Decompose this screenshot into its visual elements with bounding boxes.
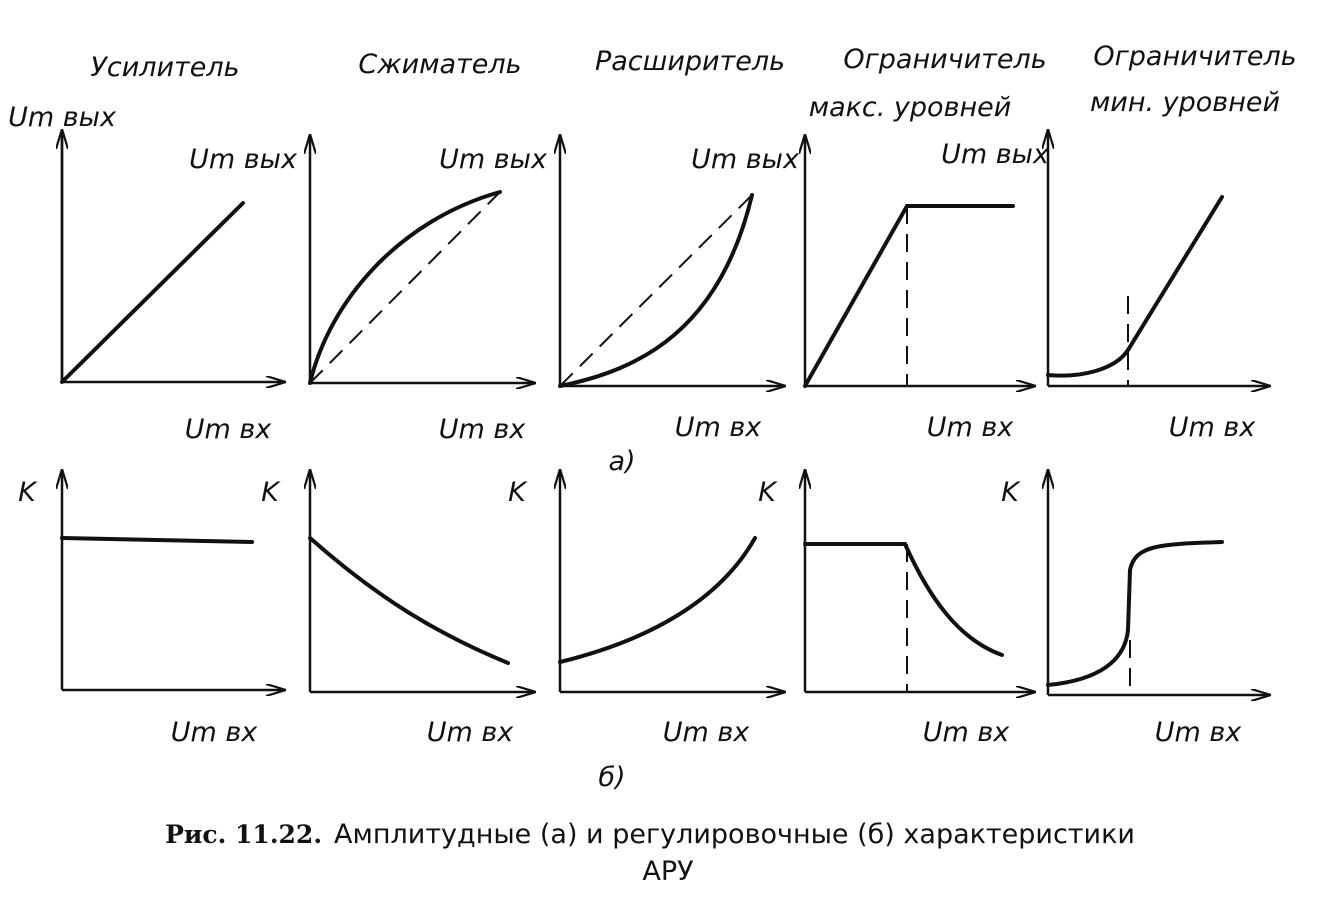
x-axis-label: Um вх: [923, 717, 1011, 748]
curve: [308, 190, 502, 385]
curve: [558, 536, 757, 664]
x-axis-label: Um вх: [1169, 412, 1257, 443]
y-axis-label: K: [261, 477, 281, 508]
curve: [1046, 195, 1224, 378]
column-title: Расширитель: [595, 46, 785, 77]
curve: [308, 536, 510, 665]
x-axis-label: Um вх: [663, 717, 751, 748]
x-axis-label: Um вх: [675, 412, 763, 443]
y-axis-label: Um вых: [691, 144, 800, 175]
reference-line: [559, 194, 753, 387]
curve: [60, 201, 245, 384]
x-axis-label: Um вх: [185, 414, 273, 445]
x-axis-label: Um вх: [927, 412, 1015, 443]
caption: Рис. 11.22. Амплитудные (а) и регулировоч…: [165, 819, 1135, 850]
y-axis-label: Um вых: [941, 139, 1050, 170]
column-title: мин. уровней: [1090, 87, 1280, 118]
column-title: Ограничитель: [843, 44, 1046, 75]
reference-line: [309, 191, 501, 384]
column-title: Ограничитель: [1093, 41, 1296, 72]
y-axis-label: K: [758, 477, 778, 508]
curve: [1046, 540, 1224, 687]
caption-text: АРУ: [642, 856, 693, 887]
curve: [803, 542, 1004, 657]
y-axis-label: Um вых: [8, 102, 117, 133]
y-axis-label: Um вых: [439, 144, 548, 175]
axes: [62, 130, 1270, 695]
y-axis-label: Um вых: [189, 144, 298, 175]
x-axis-label: Um вх: [1155, 717, 1243, 748]
row-label: а): [608, 446, 635, 477]
x-axis-label: Um вх: [427, 717, 515, 748]
column-title: Усилитель: [90, 52, 239, 83]
y-axis-label: K: [18, 477, 38, 508]
curve: [558, 193, 754, 388]
x-axis-label: Um вх: [439, 414, 527, 445]
curve: [60, 536, 254, 544]
x-axis-label: Um вх: [171, 717, 259, 748]
row-label: б): [598, 762, 625, 793]
column-title: Сжиматель: [358, 49, 521, 80]
y-axis-label: K: [508, 477, 528, 508]
curve: [803, 204, 1015, 388]
y-axis-label: K: [1001, 477, 1021, 508]
caption-text: Амплитудные (а) и регулировочные (б) хар…: [334, 819, 1135, 850]
caption-label: Рис. 11.22.: [165, 820, 322, 849]
column-title: макс. уровней: [809, 92, 1012, 123]
curves: [60, 190, 1224, 695]
